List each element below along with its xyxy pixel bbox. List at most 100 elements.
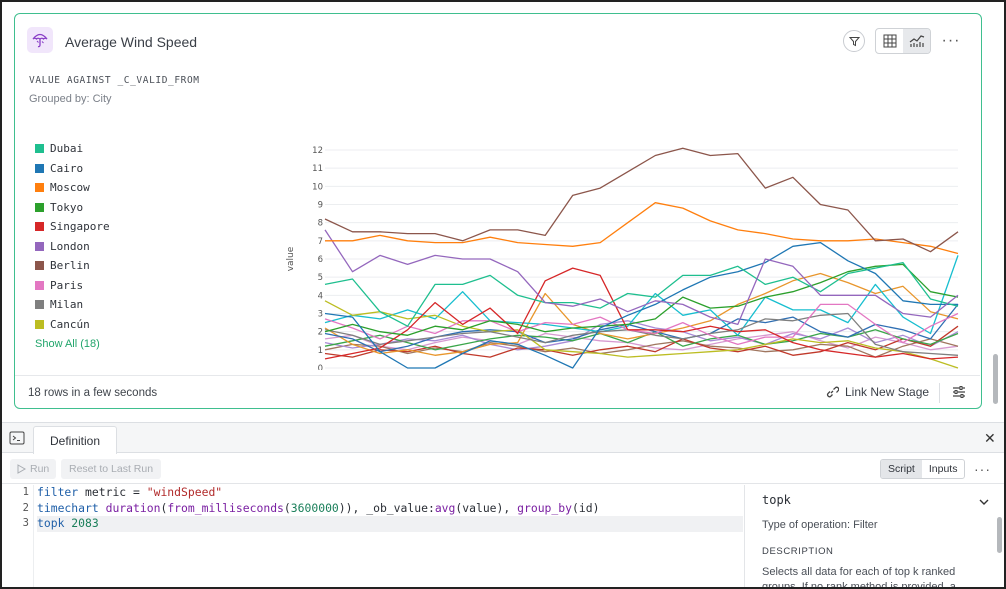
reset-to-last-run-button[interactable]: Reset to Last Run: [61, 459, 162, 479]
footer-divider: [939, 383, 940, 403]
code-line[interactable]: topk 2083: [37, 516, 743, 532]
script-tab[interactable]: Script: [881, 460, 922, 478]
grid-icon: [883, 34, 896, 48]
code-lines[interactable]: filter metric = "windSpeed" timechart du…: [37, 485, 743, 532]
legend-swatch: [35, 183, 44, 193]
script-inputs-toggle: Script Inputs: [880, 459, 966, 479]
legend-item[interactable]: Tokyo: [35, 198, 110, 218]
series-line[interactable]: [324, 147, 959, 253]
line-number: 2: [22, 501, 29, 514]
settings-button[interactable]: [951, 384, 967, 405]
code-function: avg: [434, 500, 456, 515]
y-tick-label: 5: [318, 273, 323, 283]
series-line[interactable]: [324, 241, 958, 369]
series-line[interactable]: [324, 263, 959, 336]
y-tick-label: 10: [312, 182, 323, 192]
y-tick-label: 6: [318, 255, 323, 265]
filter-button[interactable]: [843, 30, 865, 52]
card-more-button[interactable]: ···: [941, 32, 961, 49]
legend-item[interactable]: Singapore: [35, 217, 110, 237]
series-line[interactable]: [324, 303, 959, 346]
legend-item[interactable]: Berlin: [35, 256, 110, 276]
panel-tabbar: Definition ✕: [2, 423, 1004, 454]
legend-swatch: [35, 202, 44, 212]
series-line[interactable]: [324, 329, 959, 351]
series-line[interactable]: [324, 303, 959, 353]
y-tick-label: 12: [312, 146, 323, 156]
legend-item[interactable]: London: [35, 237, 110, 257]
series-line[interactable]: [324, 261, 959, 327]
legend-swatch: [35, 280, 44, 290]
chart-card: Average Wind Speed ··· VALUE AGAINST _C_…: [14, 13, 982, 409]
code-line[interactable]: timechart duration(from_milliseconds(360…: [37, 501, 743, 517]
legend-swatch: [35, 222, 44, 232]
run-button[interactable]: Run: [10, 459, 57, 479]
code-string: "windSpeed": [146, 485, 223, 499]
chart-subtitle: VALUE AGAINST _C_VALID_FROM: [29, 75, 200, 86]
y-tick-label: 2: [318, 328, 323, 338]
line-number: 1: [22, 486, 29, 498]
series-line[interactable]: [324, 300, 959, 369]
code-text: )), _ob_value:: [338, 500, 435, 515]
y-tick-label: 7: [318, 237, 323, 247]
y-tick-label: 4: [318, 291, 323, 301]
code-function: duration: [105, 500, 161, 515]
code-text: (: [283, 500, 291, 515]
play-icon: [17, 464, 26, 474]
code-keyword: filter: [37, 485, 79, 499]
series-line[interactable]: [324, 331, 959, 351]
legend-item[interactable]: Cairo: [35, 159, 110, 179]
page-scrollbar[interactable]: [993, 354, 998, 404]
legend-item[interactable]: Milan: [35, 295, 110, 315]
code-number: 2083: [71, 516, 99, 530]
panel-toolbar: Run Reset to Last Run Script Inputs ···: [2, 454, 1004, 484]
chart-view-button[interactable]: [903, 29, 930, 53]
code-text: metric =: [78, 485, 147, 499]
series-line[interactable]: [325, 202, 959, 255]
inputs-tab[interactable]: Inputs: [928, 463, 958, 475]
code-keyword: topk: [37, 516, 65, 530]
table-view-button[interactable]: [876, 29, 903, 53]
filter-icon: [848, 36, 860, 46]
help-operation-type: Type of operation: Filter: [762, 519, 878, 531]
legend-label: Singapore: [50, 220, 110, 234]
series-line[interactable]: [324, 267, 959, 360]
close-panel-button[interactable]: ✕: [984, 430, 996, 446]
legend-swatch: [35, 319, 44, 329]
legend-label: Milan: [50, 298, 84, 312]
terminal-icon[interactable]: [9, 431, 25, 450]
line-gutter: 1 2 3: [2, 485, 34, 587]
link-icon: [826, 386, 839, 398]
show-all-link[interactable]: Show All (18): [35, 338, 100, 350]
code-function: from_milliseconds: [167, 500, 284, 515]
legend-label: Dubai: [50, 142, 84, 156]
series-line[interactable]: [324, 229, 959, 326]
y-axis-label: value: [286, 246, 296, 271]
series-line[interactable]: [324, 320, 959, 351]
series-line[interactable]: [324, 272, 959, 356]
legend-label: Moscow: [50, 181, 90, 195]
panel-more-button[interactable]: ···: [974, 461, 991, 477]
legend-item[interactable]: Moscow: [35, 178, 110, 198]
sliders-icon: [953, 386, 965, 398]
code-line[interactable]: filter metric = "windSpeed": [37, 485, 743, 501]
legend-item[interactable]: Paris: [35, 276, 110, 296]
code-editor[interactable]: 1 2 3 filter metric = "windSpeed" timech…: [2, 485, 744, 587]
legend-swatch: [35, 300, 44, 310]
chevron-down-icon[interactable]: [979, 493, 989, 511]
series-line[interactable]: [324, 325, 959, 358]
help-scrollbar[interactable]: [997, 517, 1002, 553]
code-text: (value),: [455, 500, 518, 515]
rows-info: 18 rows in a few seconds: [28, 387, 158, 399]
link-new-stage-button[interactable]: Link New Stage: [825, 385, 929, 399]
tab-definition[interactable]: Definition: [33, 426, 118, 454]
legend-item[interactable]: Dubai: [35, 139, 110, 159]
line-number: 3: [22, 517, 29, 529]
code-text: (id): [572, 500, 600, 515]
legend-item[interactable]: Cancún: [35, 315, 110, 335]
legend-label: Paris: [50, 278, 84, 292]
help-title: topk: [762, 493, 791, 507]
series-line[interactable]: [324, 312, 959, 356]
